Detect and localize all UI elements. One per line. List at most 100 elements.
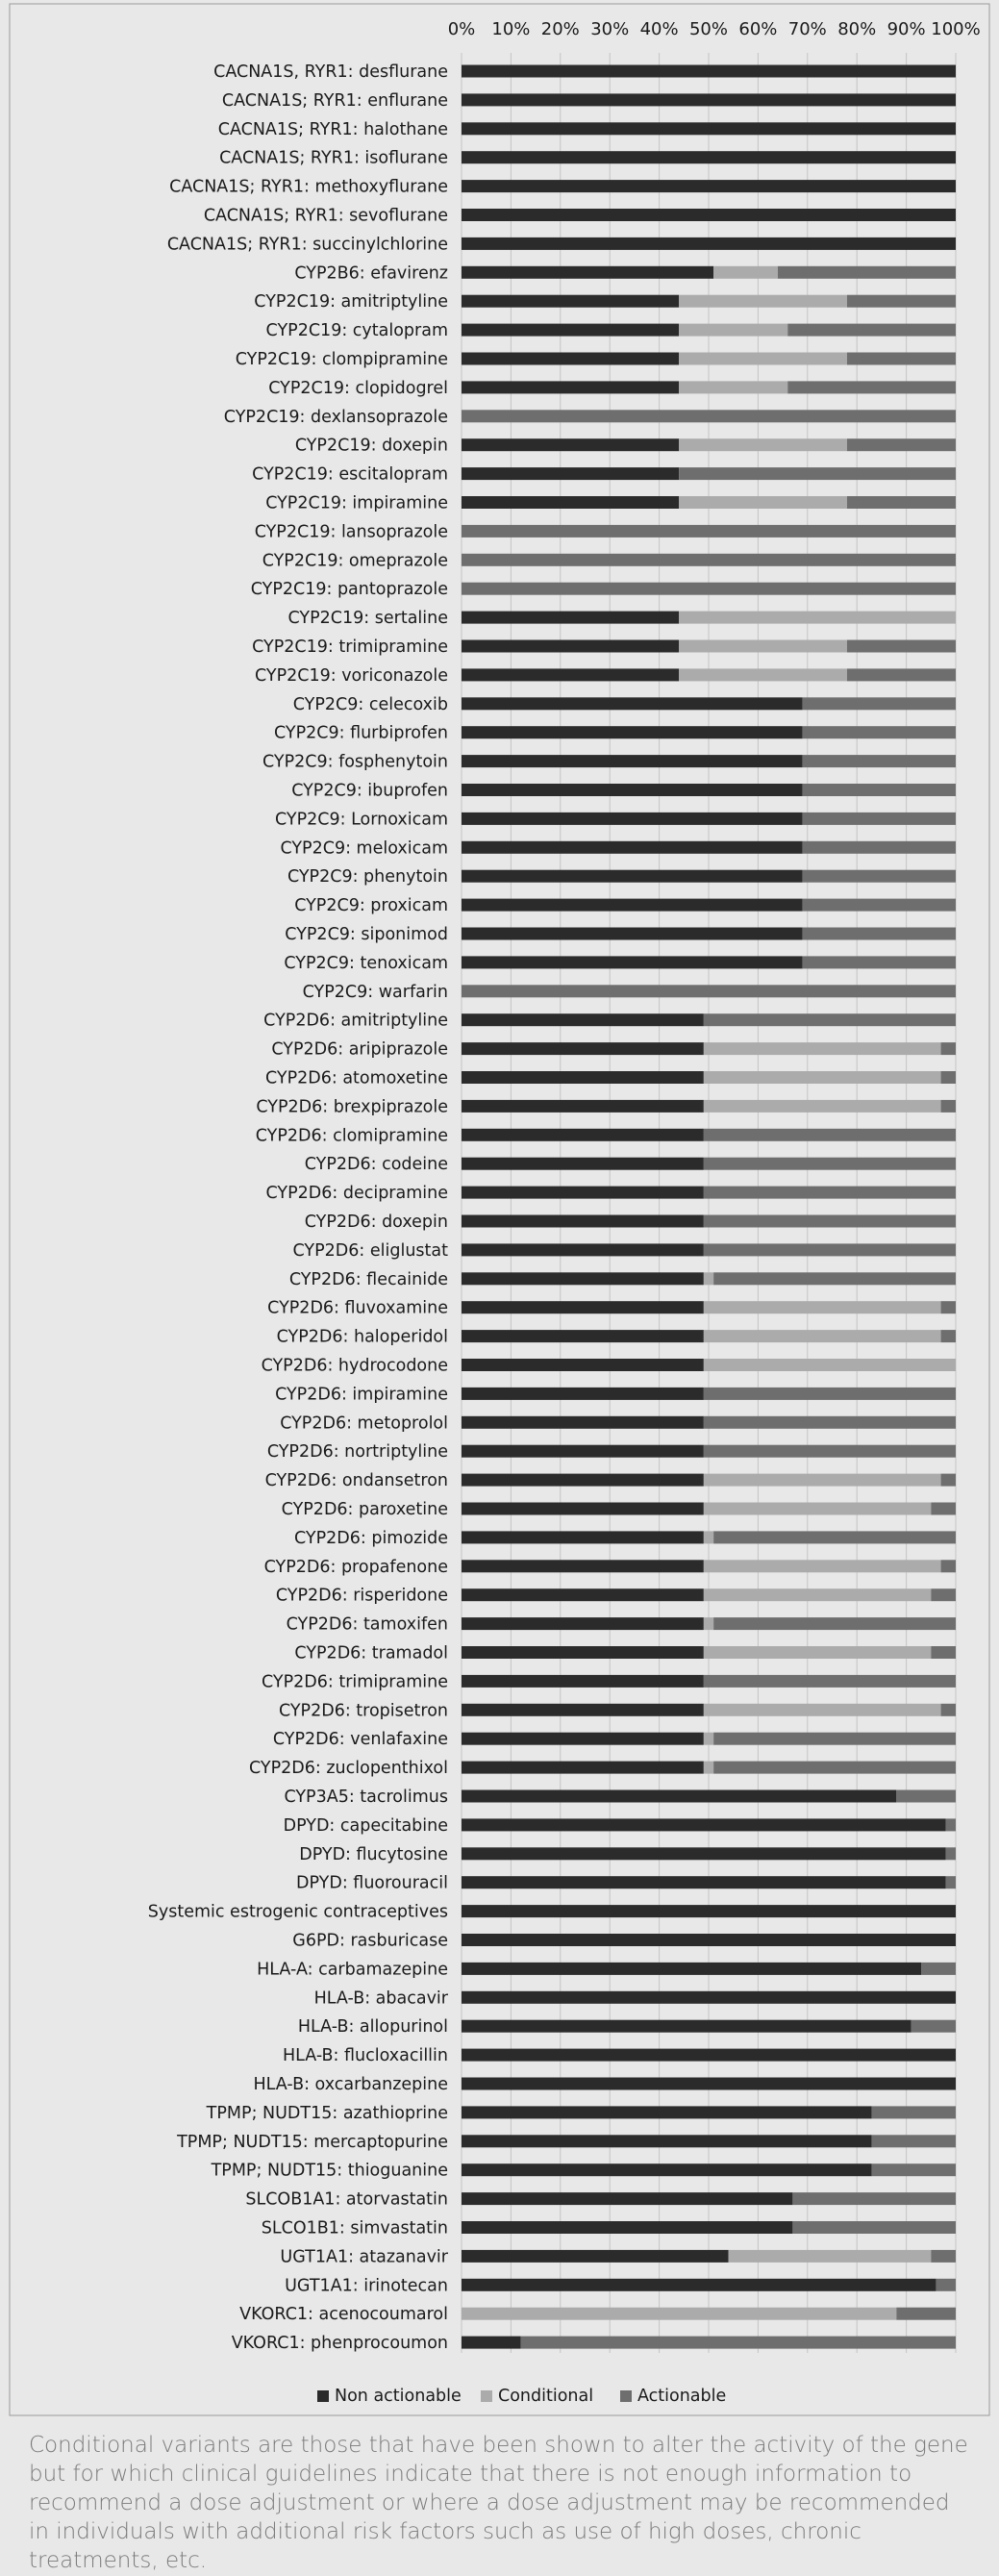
bar-segment-actionable: [703, 1128, 956, 1141]
bars: [462, 64, 956, 2349]
row-label: CYP2D6: paroxetine: [282, 1500, 448, 1519]
row-label: CYP2D6: impiramine: [275, 1385, 448, 1404]
bar-segment-actionable: [802, 812, 956, 825]
bar-segment-conditional: [703, 1588, 932, 1602]
row-label: CYP2D6: hydrocodone: [262, 1357, 448, 1376]
legend-label: Actionable: [637, 2387, 726, 2406]
legend-label: Non actionable: [335, 2387, 462, 2406]
row-label: CYP2D6: amitriptyline: [263, 1012, 448, 1031]
bar-segment-conditional: [703, 1560, 941, 1573]
bar-segment-conditional: [703, 1703, 941, 1716]
bar-segment-actionable: [462, 985, 956, 998]
bar-segment-non-actionable: [462, 2192, 793, 2206]
bar-segment-actionable: [462, 582, 956, 595]
row-label: CYP2C9: siponimod: [285, 925, 448, 944]
x-tick-label: 90%: [887, 19, 926, 39]
bar-segment-non-actionable: [462, 2249, 729, 2263]
bar-segment-non-actionable: [462, 1876, 946, 1889]
x-tick-label: 80%: [837, 19, 876, 39]
bar-segment-non-actionable: [462, 2336, 521, 2349]
bar-segment-non-actionable: [462, 323, 680, 337]
bar-segment-non-actionable: [462, 1387, 704, 1400]
row-label: CYP2D6: risperidone: [276, 1587, 448, 1606]
bar-segment-non-actionable: [462, 209, 956, 221]
bar-segment-non-actionable: [462, 64, 956, 78]
bar-segment-non-actionable: [462, 2221, 793, 2234]
x-axis-ticks: 0% 10% 20% 30% 40% 50% 60% 70% 80% 90% 100%: [448, 19, 981, 39]
bar-segment-non-actionable: [462, 1243, 704, 1257]
row-label: HLA-B: abacavir: [314, 1988, 449, 2008]
row-label: CYP2C9: tenoxicam: [284, 954, 448, 973]
legend-swatch: [317, 2390, 329, 2402]
bar-segment-actionable: [802, 755, 956, 768]
bar-segment-actionable: [846, 668, 956, 682]
bar-segment-conditional: [679, 323, 788, 337]
bar-segment-actionable: [936, 2278, 956, 2291]
bar-segment-non-actionable: [462, 956, 803, 969]
bar-segment-actionable: [703, 1243, 956, 1257]
bar-segment-non-actionable: [462, 755, 803, 768]
row-label: HLA-A: carbamazepine: [257, 1960, 448, 1979]
row-label: TPMP; NUDT15: thioguanine: [211, 2162, 448, 2181]
row-label: CYP2D6: haloperidol: [277, 1328, 448, 1347]
row-label: CYP2C19: voriconazole: [255, 666, 448, 686]
row-label: CYP2C9: warfarin: [303, 983, 448, 1002]
row-label: CYP2C9: Lornoxicam: [275, 810, 448, 829]
bar-segment-non-actionable: [462, 496, 680, 509]
row-label: CYP2D6: propafenone: [264, 1558, 448, 1577]
bar-segment-conditional: [703, 1359, 956, 1371]
bar-segment-actionable: [787, 323, 956, 337]
row-label: CYP2D6: eliglustat: [293, 1241, 449, 1261]
bar-segment-non-actionable: [462, 122, 956, 136]
bar-segment-non-actionable: [462, 1531, 704, 1544]
bar-segment-actionable: [713, 1531, 956, 1544]
bar-segment-non-actionable: [462, 1818, 946, 1832]
bar-segment-actionable: [802, 784, 956, 796]
row-label: CYP2C19: clopidogrel: [268, 379, 448, 398]
row-label: CYP2D6: clomipramine: [256, 1126, 448, 1145]
bar-segment-actionable: [871, 2163, 956, 2177]
bar-segment-non-actionable: [462, 1934, 956, 1946]
bar-segment-non-actionable: [462, 927, 803, 940]
x-tick-label: 0%: [448, 19, 476, 39]
bar-segment-actionable: [945, 1876, 956, 1889]
row-label: HLA-B: oxcarbanzepine: [253, 2075, 448, 2094]
bar-segment-non-actionable: [462, 1674, 704, 1688]
bar-segment-conditional: [703, 1732, 714, 1745]
bar-segment-actionable: [713, 1732, 956, 1745]
bar-segment-actionable: [940, 1703, 956, 1716]
bar-segment-conditional: [679, 496, 847, 509]
bar-segment-non-actionable: [462, 1444, 704, 1458]
row-label: CACNA1S; RYR1: isoflurane: [219, 149, 448, 168]
row-label: CYP2D6: codeine: [305, 1155, 448, 1174]
row-label: CYP2D6: decipramine: [265, 1184, 448, 1203]
bar-segment-non-actionable: [462, 237, 956, 250]
bar-segment-conditional: [703, 1761, 714, 1774]
bar-segment-actionable: [802, 927, 956, 940]
bar-segment-non-actionable: [462, 1272, 704, 1286]
bar-segment-non-actionable: [462, 1905, 956, 1918]
row-label: Systemic estrogenic contraceptives: [148, 1903, 448, 1922]
row-label: DPYD: flucytosine: [299, 1845, 448, 1864]
bar-segment-actionable: [846, 639, 956, 653]
row-label: CYP2D6: doxepin: [305, 1213, 448, 1232]
row-label: DPYD: fluorouracil: [296, 1874, 448, 1893]
row-label: CACNA1S, RYR1: desflurane: [213, 63, 448, 82]
row-label: CYP2C19: lansoprazole: [255, 522, 448, 541]
row-label: CYP2D6: aripiprazole: [271, 1040, 448, 1060]
row-label: CYP2D6: flecainide: [289, 1270, 448, 1289]
row-label: CYP2D6: nortriptyline: [267, 1442, 448, 1462]
bar-segment-actionable: [931, 2249, 956, 2263]
row-label: CYP2D6: metoprolol: [280, 1413, 448, 1433]
row-label: CYP2C19: clompipramine: [236, 350, 448, 369]
row-label: TPMP; NUDT15: mercaptopurine: [176, 2133, 448, 2152]
row-label: CYP2B6: efavirenz: [294, 263, 448, 283]
bar-segment-non-actionable: [462, 1560, 704, 1573]
row-label: SLCO1B1: simvastatin: [262, 2219, 448, 2238]
bar-segment-actionable: [846, 352, 956, 365]
bar-segment-conditional: [679, 639, 847, 653]
bar-segment-actionable: [871, 2106, 956, 2119]
bar-segment-conditional: [462, 2307, 897, 2320]
bar-segment-actionable: [802, 726, 956, 739]
bar-segment-conditional: [703, 1099, 941, 1113]
